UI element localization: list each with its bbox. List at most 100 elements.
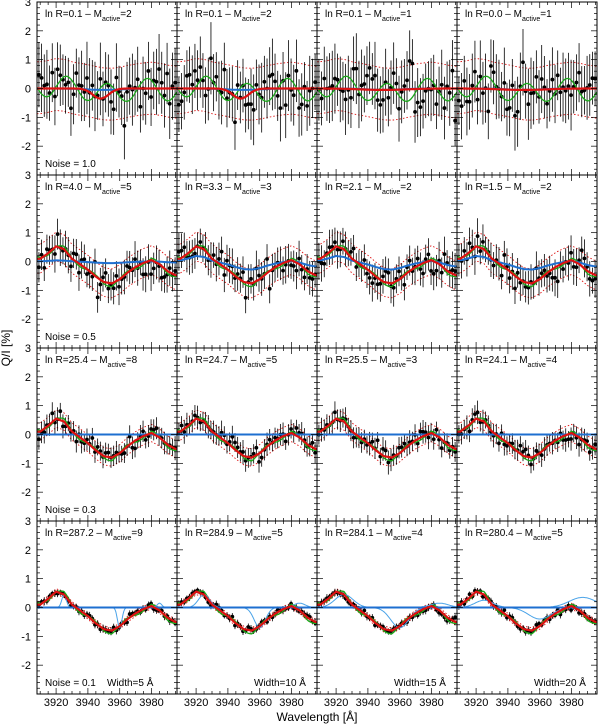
upper-band-line bbox=[317, 58, 457, 69]
upper-band-line bbox=[177, 409, 317, 450]
data-point bbox=[475, 234, 480, 238]
panel-label: ln R=25.4 – Mactive=8 bbox=[45, 355, 138, 369]
y-tick-label: -2 bbox=[21, 141, 31, 153]
data-point bbox=[539, 453, 544, 458]
panel-plot-area bbox=[457, 218, 597, 305]
data-point bbox=[143, 437, 148, 442]
data-point bbox=[55, 232, 60, 237]
data-point bbox=[69, 106, 73, 111]
data-point bbox=[235, 272, 240, 276]
data-point bbox=[381, 98, 385, 102]
data-point bbox=[302, 275, 307, 280]
x-tick-label: 3960 bbox=[387, 697, 411, 709]
data-point bbox=[434, 268, 439, 273]
data-point bbox=[95, 295, 100, 300]
data-point bbox=[322, 76, 327, 81]
data-point bbox=[109, 99, 113, 104]
data-point bbox=[138, 104, 143, 109]
x-tick-label: 3940 bbox=[76, 697, 100, 709]
data-point bbox=[122, 123, 127, 128]
data-point bbox=[365, 73, 369, 78]
panel-r4-c3: ln R=284.1 – Mactive=4 Width=15 Å bbox=[316, 520, 458, 695]
y-tick-label: 3 bbox=[25, 0, 31, 9]
data-point bbox=[127, 265, 132, 270]
panel-plot-area bbox=[177, 587, 317, 635]
data-point bbox=[243, 295, 248, 300]
x-tick-label: 3940 bbox=[356, 697, 380, 709]
data-point bbox=[53, 252, 57, 256]
x-tick-label: 3940 bbox=[216, 697, 240, 709]
panel-plot-area bbox=[317, 401, 457, 475]
data-point bbox=[569, 437, 573, 441]
data-point bbox=[378, 281, 383, 286]
data-point bbox=[294, 268, 299, 273]
x-tick-label: 3920 bbox=[324, 697, 348, 709]
panel-label: ln R=0.1 – Mactive=2 bbox=[185, 9, 272, 23]
data-point bbox=[386, 270, 391, 275]
data-point bbox=[553, 275, 557, 280]
data-point bbox=[114, 273, 119, 278]
data-point bbox=[421, 271, 425, 276]
data-point bbox=[515, 270, 520, 275]
data-point bbox=[579, 248, 584, 253]
x-tick-label: 3920 bbox=[464, 697, 488, 709]
data-point bbox=[521, 60, 525, 65]
panel-r3-c4: ln R=24.1 – Mactive=4 bbox=[456, 347, 598, 522]
panel-r2-c1: ln R=4.0 – Mactive=5 Noise = 0.5 bbox=[36, 174, 178, 349]
data-point bbox=[550, 275, 555, 280]
y-tick-label: 0 bbox=[25, 257, 31, 269]
lower-band-line bbox=[177, 110, 317, 121]
data-point bbox=[370, 77, 375, 81]
data-point bbox=[313, 80, 317, 85]
green-fit-line bbox=[177, 75, 317, 103]
data-point bbox=[111, 107, 116, 112]
data-point bbox=[310, 277, 315, 281]
data-point bbox=[294, 68, 299, 73]
data-point bbox=[426, 435, 431, 440]
data-point bbox=[407, 258, 412, 263]
data-point bbox=[299, 267, 304, 272]
data-point bbox=[450, 68, 455, 73]
data-point bbox=[193, 68, 197, 73]
data-point bbox=[143, 272, 148, 277]
green-fit-line bbox=[317, 417, 457, 462]
data-point bbox=[39, 76, 44, 80]
data-point bbox=[283, 103, 288, 108]
data-point bbox=[281, 268, 285, 273]
data-point bbox=[349, 95, 353, 100]
red-fit-line bbox=[37, 417, 177, 459]
data-point bbox=[90, 436, 95, 440]
data-point bbox=[79, 84, 84, 88]
red-fit-line bbox=[37, 245, 177, 285]
panel-plot-area bbox=[37, 402, 177, 469]
data-point bbox=[582, 256, 587, 261]
data-point bbox=[402, 282, 407, 287]
data-point bbox=[45, 82, 49, 87]
panel-label: ln R=287.2 – Mactive=9 bbox=[45, 528, 143, 542]
data-point bbox=[270, 72, 275, 77]
data-point bbox=[569, 608, 573, 612]
data-point bbox=[421, 99, 425, 104]
data-point bbox=[507, 276, 512, 280]
red-fit-line bbox=[317, 245, 457, 285]
x-tick-label: 3960 bbox=[527, 697, 551, 709]
data-point bbox=[453, 615, 457, 620]
data-point bbox=[133, 446, 137, 451]
data-point bbox=[114, 75, 119, 80]
data-point bbox=[383, 448, 388, 453]
data-point bbox=[249, 102, 253, 107]
y-tick-label: 1 bbox=[25, 228, 31, 240]
lower-band-line bbox=[37, 593, 177, 634]
panel-r1-c2: ln R=0.1 – Mactive=2 bbox=[176, 1, 318, 176]
panel-label: ln R=4.0 – Mactive=5 bbox=[45, 182, 132, 196]
data-point bbox=[467, 429, 472, 434]
data-point bbox=[467, 99, 472, 104]
data-point bbox=[593, 442, 597, 447]
green-fit-line bbox=[177, 245, 317, 288]
data-point bbox=[434, 102, 439, 107]
y-tick-label: 0 bbox=[25, 84, 31, 96]
data-point bbox=[593, 76, 597, 81]
noise-label: Noise = 0.1 bbox=[45, 678, 96, 689]
y-axis-label: Q/I [%] bbox=[0, 330, 13, 367]
panel-r1-c1: ln R=0.1 – Mactive=2 Noise = 1.0 bbox=[36, 1, 178, 176]
